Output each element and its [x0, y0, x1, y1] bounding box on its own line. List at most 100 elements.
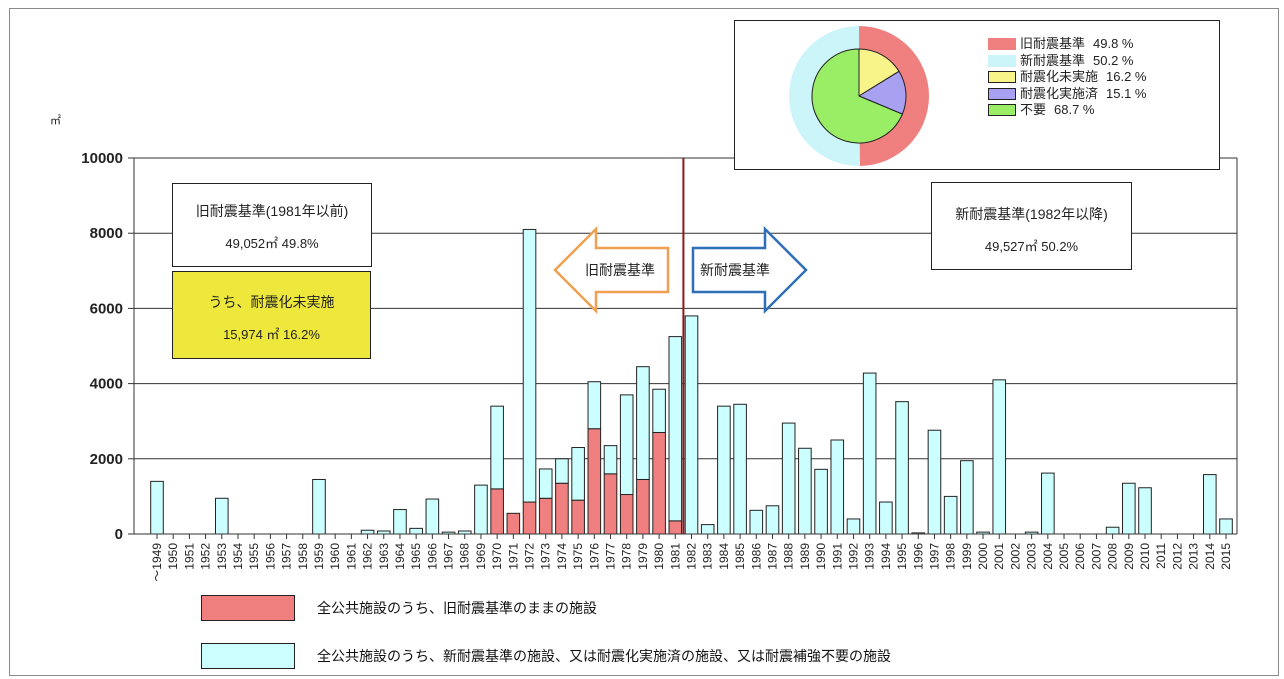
x-tick-label: 1999: [960, 543, 974, 570]
bar-old-1973: [538, 497, 553, 535]
x-tick-label: 1966: [425, 543, 439, 570]
bar-new-1974: [555, 458, 569, 484]
old-standard-value: 49,052㎡ 49.8%: [225, 236, 319, 251]
x-tick-label: 1951: [182, 543, 196, 570]
legend-label-new: 全公共施設のうち、新耐震基準の施設、又は耐震化実施済の施設、又は耐震補強不要の施…: [317, 648, 891, 664]
pie-legend-swatch: [988, 71, 1016, 84]
x-tick-label: 1959: [312, 543, 326, 570]
x-tick-label: 2015: [1219, 543, 1233, 570]
x-tick-label: 2003: [1025, 543, 1039, 570]
bar-old-1977: [603, 473, 618, 535]
bar-new-2008: [1105, 526, 1120, 535]
x-tick-label: 1971: [506, 543, 520, 570]
x-tick-label: 1961: [344, 543, 358, 570]
bar-new-1979: [636, 366, 650, 480]
x-axis: ～1949 1950 1951 1952 1953 1954 1955 1956 1957 195…: [134, 533, 1237, 582]
bar-old-1970: [490, 488, 504, 535]
pie-legend-name: 不要: [1020, 102, 1047, 117]
y-tick-label: 6000: [90, 300, 123, 317]
bar-new-1991: [830, 439, 845, 535]
x-tick-label: 1986: [749, 543, 763, 570]
x-tick-label: 1964: [393, 543, 407, 570]
pie-legend-name: 耐震化未実施: [1020, 69, 1099, 84]
bar-old-1981: [668, 520, 683, 535]
x-tick-label: 1970: [490, 543, 504, 570]
x-tick-label: 2010: [1138, 543, 1152, 570]
x-tick-label: 1985: [733, 543, 747, 570]
bar-new-2004: [1041, 472, 1055, 535]
bars: [150, 228, 1233, 535]
x-tick-label: 1991: [830, 543, 844, 570]
x-tick-label: 2004: [1041, 543, 1055, 570]
pie-legend-swatch: [988, 104, 1016, 117]
bar-old-1980: [652, 431, 666, 535]
pie-legend-name: 旧耐震基準: [1020, 36, 1086, 51]
bar-new-2001: [992, 379, 1007, 535]
bar-new-～1949: [150, 480, 164, 535]
x-tick-label: 1998: [944, 543, 958, 570]
bar-new-1986: [749, 509, 764, 535]
x-tick-label: 1979: [636, 543, 650, 570]
bar-new-1983: [700, 524, 715, 535]
x-tick-label: 1980: [652, 543, 666, 570]
x-tick-label: 1968: [458, 543, 472, 570]
bar-new-1997: [927, 429, 942, 535]
bar-new-1962: [360, 529, 375, 535]
bar-new-1981: [668, 336, 683, 522]
x-tick-label: 1978: [620, 543, 634, 570]
y-axis: 0 2000 4000 6000 8000 10000: [81, 150, 135, 543]
x-tick-label: 1981: [668, 543, 682, 570]
pie-legend-name: 耐震化実施済: [1020, 85, 1099, 101]
chart-frame: [9, 8, 1279, 676]
bar-new-1965: [409, 527, 423, 535]
x-tick-label: 2000: [976, 543, 990, 570]
x-tick-label: 2005: [1057, 543, 1071, 570]
bar-new-1990: [814, 468, 828, 535]
y-tick-label: 2000: [90, 451, 123, 468]
bar-new-1998: [943, 495, 958, 535]
bar-new-1964: [393, 509, 407, 535]
bar-new-1982: [684, 315, 699, 535]
bar-new-1970: [490, 405, 504, 490]
x-tick-label: 1994: [879, 543, 893, 570]
y-tick-label: 0: [115, 526, 123, 543]
pie-slice-不要: [811, 48, 904, 144]
arrow-old: 旧耐震基準: [553, 225, 670, 315]
x-tick-label: ～1949: [150, 543, 164, 582]
pie-legend-item: 耐震化未実施 16.2 %: [988, 69, 1147, 86]
x-tick-label: 2012: [1170, 543, 1184, 570]
x-tick-label: 2007: [1089, 543, 1103, 570]
bar-new-1987: [765, 505, 780, 535]
bar-old-1979: [636, 478, 650, 535]
arrow-old-label: 旧耐震基準: [585, 262, 655, 278]
x-tick-label: 1952: [199, 543, 213, 570]
pie-legend: 旧耐震基準 49.8 % 新耐震基準 50.2 % 耐震化未実施 16.2 % 耐震化実施済…: [988, 36, 1147, 119]
x-tick-label: 2009: [1122, 543, 1136, 570]
pie-legend-item: 不要 68.7 %: [988, 102, 1147, 119]
bar-old-1975: [571, 499, 585, 535]
arrow-new-label: 新耐震基準: [700, 262, 770, 278]
bar-new-1978: [619, 394, 634, 496]
x-tick-label: 1958: [296, 543, 310, 570]
x-tick-label: 1989: [798, 543, 812, 570]
x-tick-label: 1955: [247, 543, 261, 570]
x-tick-label: 2014: [1203, 543, 1217, 570]
pie-legend-value: 68.7 %: [1054, 102, 1095, 117]
x-tick-label: 2006: [1073, 543, 1087, 570]
pie-legend-value: 50.2 %: [1093, 52, 1134, 68]
x-tick-label: 1977: [604, 543, 618, 570]
x-tick-label: 1957: [280, 543, 294, 570]
legend-swatch-new: [201, 643, 295, 669]
pie-legend-swatch: [988, 54, 1016, 67]
x-tick-label: 1990: [814, 543, 828, 570]
bar-new-1988: [781, 422, 796, 535]
x-tick-label: 1960: [328, 543, 342, 570]
x-tick-label: 1954: [231, 543, 245, 570]
x-tick-label: 1993: [863, 543, 877, 570]
pie-legend-name: 新耐震基準: [1020, 52, 1086, 68]
bar-new-2014: [1203, 474, 1217, 535]
x-tick-label: 1965: [409, 543, 423, 570]
x-tick-label: 1982: [685, 543, 699, 570]
x-tick-label: 1950: [166, 543, 180, 570]
